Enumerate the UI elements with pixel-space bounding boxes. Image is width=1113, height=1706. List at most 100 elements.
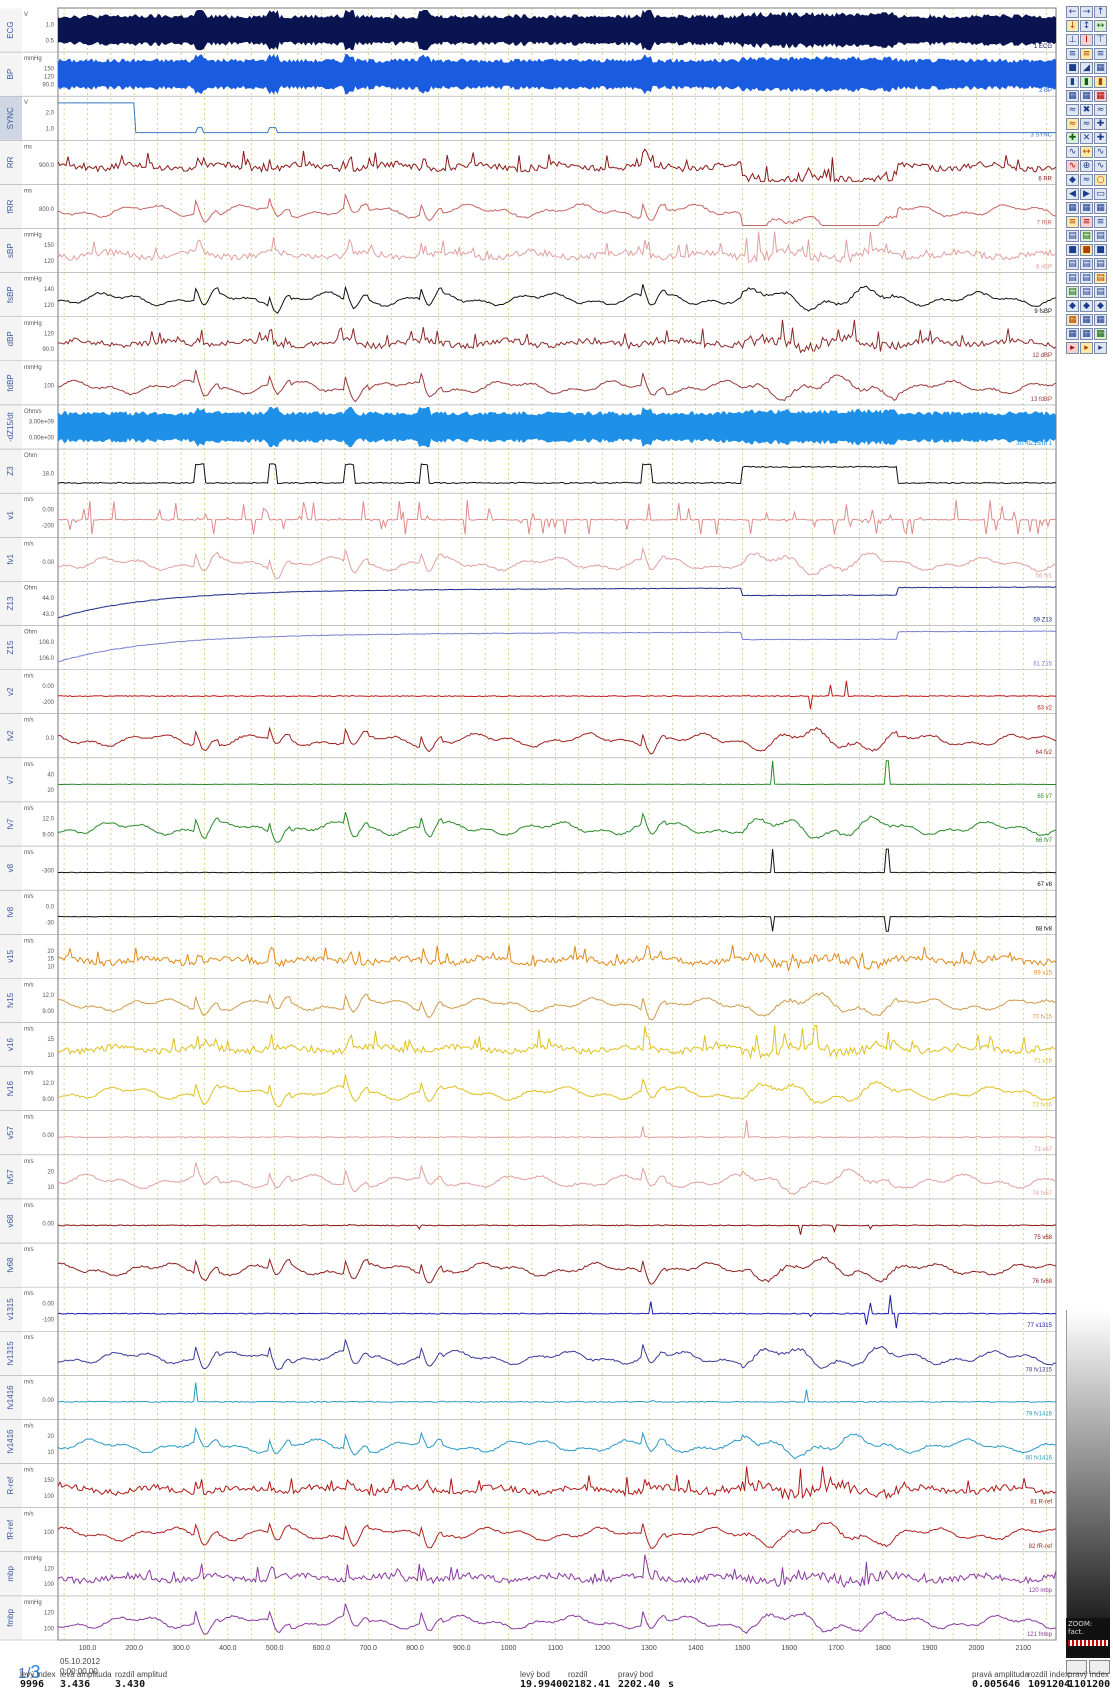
toolbar-button-2[interactable]: →	[1080, 6, 1093, 18]
toolbar-button-58[interactable]: ▤	[1066, 272, 1079, 284]
toolbar-button-47[interactable]: ≡	[1080, 216, 1093, 228]
toolbar-button-31[interactable]: ∿	[1066, 146, 1079, 158]
toolbar-button-71[interactable]: ▦	[1080, 328, 1093, 340]
channel-fR-ref[interactable]: fR-ref m/s 100 82 fR-ref	[0, 1508, 1057, 1553]
toolbar-button-48[interactable]: ≡	[1094, 216, 1107, 228]
toolbar-button-43[interactable]: ▦	[1066, 202, 1079, 214]
toolbar-button-16[interactable]: ▮	[1066, 76, 1079, 88]
grayscale-bar[interactable]	[1066, 1310, 1110, 1620]
channel-v1315[interactable]: v1315 m/s 0.00 -100 77 v1315	[0, 1287, 1057, 1332]
channel-fv16[interactable]: fv16 m/s 12.0 9.00 72 fv16	[0, 1067, 1057, 1112]
toolbar-button-18[interactable]: ▮	[1094, 76, 1107, 88]
channel-fv1315[interactable]: fv1315 m/s 78 fv1315	[0, 1331, 1056, 1376]
toolbar-button-28[interactable]: ✚	[1066, 132, 1079, 144]
toolbar-button-68[interactable]: ▦	[1080, 314, 1093, 326]
toolbar-button-54[interactable]: ■	[1094, 244, 1107, 256]
channel-v2[interactable]: v2 m/s 0.00 -200 63 v2	[0, 670, 1056, 715]
signal-plot-area[interactable]: 100.0 200.0 300.0 400.0 500.0 600.0 700.0 800.0…	[0, 0, 1064, 1670]
toolbar-button-35[interactable]: ⊕	[1080, 160, 1093, 172]
toolbar-button-50[interactable]: ▤	[1080, 230, 1093, 242]
toolbar-button-59[interactable]: ▤	[1080, 272, 1093, 284]
toolbar-button-60[interactable]: ▤	[1094, 272, 1107, 284]
toolbar-button-21[interactable]: ▦	[1094, 90, 1107, 102]
channel-fv68[interactable]: fv68 m/s 76 fv68	[0, 1243, 1057, 1288]
channel-fRR[interactable]: fRR ms 800.0 7 fRR	[0, 184, 1057, 229]
channel-fv1416[interactable]: fv1416 m/s 20 10 80 fv1416	[0, 1419, 1057, 1464]
channel-fv8[interactable]: fv8 m/s 0.0 -30 68 fv8	[0, 890, 1057, 935]
channel-fdBP[interactable]: fdBP mmHg 100 13 fdBP	[0, 361, 1057, 406]
channel-fv2[interactable]: fv2 m/s 0.0 64 fv2	[0, 714, 1057, 759]
toolbar-button-19[interactable]: ▦	[1066, 90, 1079, 102]
toolbar-button-55[interactable]: ▤	[1066, 258, 1079, 270]
channel-SYNC[interactable]: SYNC V 2.0 1.0 3 SYNC	[0, 96, 1056, 141]
toolbar-button-57[interactable]: ▤	[1094, 258, 1107, 270]
toolbar-button-29[interactable]: ✕	[1080, 132, 1093, 144]
toolbar-button-67[interactable]: ▦	[1066, 314, 1079, 326]
toolbar-button-1[interactable]: ←	[1066, 6, 1079, 18]
page-indicator[interactable]: 1/3	[18, 1662, 41, 1683]
toolbar-button-26[interactable]: ≈	[1080, 118, 1093, 130]
channel--dZ15/dt[interactable]: -dZ15/dt Ohm/s 3.00e+09 0.00e+00 30 -dZ15/dt…	[0, 405, 1056, 450]
channel-Z3[interactable]: Z3 Ohm 18.0	[0, 449, 1057, 494]
toolbar-button-73[interactable]: ▸	[1066, 342, 1079, 354]
toolbar-button-5[interactable]: ↕	[1080, 20, 1093, 32]
zoom-out-button[interactable]	[1089, 1660, 1110, 1674]
toolbar-button-14[interactable]: ◢	[1080, 62, 1093, 74]
toolbar-button-63[interactable]: ▤	[1094, 286, 1107, 298]
toolbar-button-17[interactable]: ▮	[1080, 76, 1093, 88]
channel-Z13[interactable]: Z13 Ohm 44.0 43.0 59 Z13	[0, 581, 1057, 626]
toolbar-button-13[interactable]: ■	[1066, 62, 1079, 74]
zoom-bar[interactable]	[1068, 1640, 1108, 1646]
toolbar-button-33[interactable]: ∿	[1094, 146, 1107, 158]
toolbar-button-27[interactable]: ✚	[1094, 118, 1107, 130]
toolbar-button-49[interactable]: ▤	[1066, 230, 1079, 242]
channel-fv15[interactable]: fv15 m/s 12.0 9.00 70 fv15	[0, 978, 1057, 1023]
toolbar-button-70[interactable]: ▦	[1066, 328, 1079, 340]
toolbar-button-6[interactable]: ↔	[1094, 20, 1107, 32]
toolbar-button-32[interactable]: ↔	[1080, 146, 1093, 158]
toolbar-button-11[interactable]: ≡	[1080, 48, 1093, 60]
channel-v1[interactable]: v1 m/s 0.00 -200	[0, 493, 1057, 538]
toolbar-button-75[interactable]: ▸	[1094, 342, 1107, 354]
toolbar-button-64[interactable]: ◆	[1066, 300, 1079, 312]
zoom-panel[interactable]: ZOOM: fact.	[1066, 1618, 1110, 1658]
toolbar-button-38[interactable]: ≈	[1080, 174, 1093, 186]
toolbar-button-61[interactable]: ▤	[1066, 286, 1079, 298]
toolbar-button-65[interactable]: ◆	[1080, 300, 1093, 312]
channel-v8[interactable]: v8 m/s -300 67 v8	[0, 846, 1057, 891]
channel-RR[interactable]: RR ms 900.0 6 RR	[0, 140, 1057, 185]
toolbar-button-39[interactable]: ○	[1094, 174, 1107, 186]
toolbar-button-69[interactable]: ▦	[1094, 314, 1107, 326]
toolbar-button-56[interactable]: ▤	[1080, 258, 1093, 270]
toolbar-button-36[interactable]: ∿	[1094, 160, 1107, 172]
toolbar-button-22[interactable]: ≈	[1066, 104, 1079, 116]
toolbar-button-37[interactable]: ◆	[1066, 174, 1079, 186]
toolbar-button-44[interactable]: ▦	[1080, 202, 1093, 214]
toolbar-button-42[interactable]: ▭	[1094, 188, 1107, 200]
channel-ECG[interactable]: ECG V 1.0 0.5 1 ECG	[0, 8, 1056, 53]
channel-v16[interactable]: v16 m/s 15 10 71 v16	[0, 1022, 1057, 1067]
toolbar-button-12[interactable]: ≡	[1094, 48, 1107, 60]
toolbar-button-46[interactable]: ≡	[1066, 216, 1079, 228]
toolbar-button-10[interactable]: ≡	[1066, 48, 1079, 60]
toolbar-button-25[interactable]: ≈	[1066, 118, 1079, 130]
channel-v7[interactable]: v7 m/s 40 20 65 v7	[0, 758, 1056, 803]
toolbar-button-23[interactable]: ✖	[1080, 104, 1093, 116]
toolbar-button-3[interactable]: ↑	[1094, 6, 1107, 18]
toolbar-button-34[interactable]: ∿	[1066, 160, 1079, 172]
toolbar-button-30[interactable]: ✚	[1094, 132, 1107, 144]
toolbar-button-52[interactable]: ■	[1066, 244, 1079, 256]
toolbar-button-40[interactable]: ◀	[1066, 188, 1079, 200]
channel-fv1416[interactable]: fv1416 m/s 0.00 79 fv1416	[0, 1375, 1057, 1420]
toolbar-button-45[interactable]: ▦	[1094, 202, 1107, 214]
toolbar-button-4[interactable]: ↓	[1066, 20, 1079, 32]
toolbar-button-8[interactable]: I	[1080, 34, 1093, 46]
channel-fv7[interactable]: fv7 m/s 12.0 9.00 66 fv7	[0, 802, 1057, 847]
